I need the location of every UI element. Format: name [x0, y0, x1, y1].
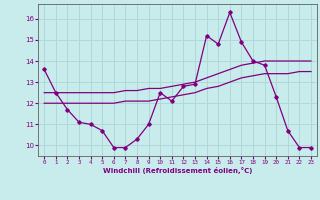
X-axis label: Windchill (Refroidissement éolien,°C): Windchill (Refroidissement éolien,°C)	[103, 167, 252, 174]
